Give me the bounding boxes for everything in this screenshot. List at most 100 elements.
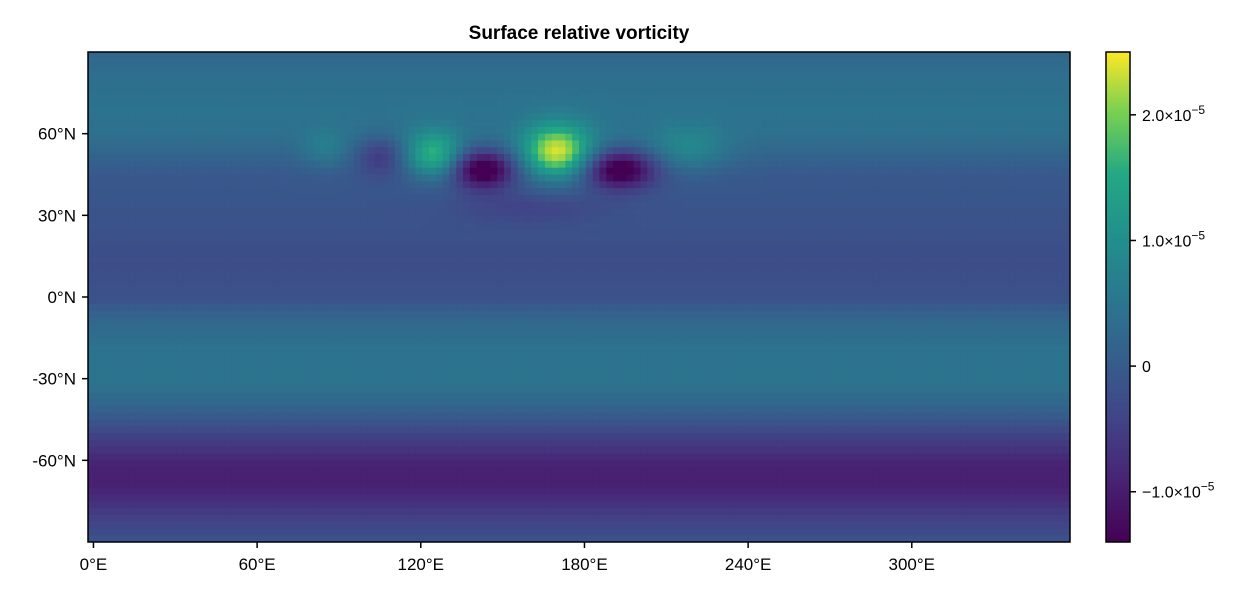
- heatmap-cell: [428, 79, 437, 87]
- heatmap-cell: [442, 72, 451, 80]
- heatmap-cell: [947, 256, 955, 264]
- heatmap-cell: [640, 79, 648, 87]
- heatmap-cell: [585, 215, 594, 223]
- heatmap-cell: [1022, 208, 1030, 216]
- heatmap-cell: [763, 167, 771, 176]
- heatmap-cell: [156, 228, 164, 237]
- heatmap-cell: [1042, 147, 1051, 155]
- heatmap-cell: [735, 72, 744, 80]
- heatmap-cell: [797, 174, 805, 182]
- heatmap-cell: [388, 222, 396, 230]
- heatmap-cell: [517, 154, 526, 162]
- heatmap-cell: [858, 276, 867, 284]
- heatmap-cell: [919, 106, 928, 114]
- heatmap-cell: [906, 133, 914, 142]
- heatmap-cell: [892, 181, 901, 189]
- heatmap-cell: [115, 174, 123, 182]
- heatmap-cell: [265, 269, 273, 278]
- heatmap-cell: [292, 133, 300, 142]
- heatmap-cell: [135, 140, 144, 148]
- heatmap-cell: [169, 133, 178, 142]
- heatmap-cell: [810, 256, 819, 264]
- heatmap-cell: [619, 79, 628, 87]
- heatmap-cell: [326, 215, 335, 223]
- heatmap-cell: [613, 92, 621, 101]
- heatmap-cell: [892, 106, 901, 114]
- heatmap-cell: [135, 113, 144, 121]
- heatmap-cell: [142, 86, 150, 94]
- heatmap-cell: [319, 228, 328, 237]
- heatmap-cell: [538, 242, 546, 250]
- heatmap-cell: [258, 256, 266, 264]
- heatmap-cell: [776, 181, 785, 189]
- heatmap-cell: [272, 79, 280, 87]
- heatmap-cell: [749, 276, 757, 284]
- heatmap-cell: [1022, 58, 1030, 67]
- heatmap-cell: [340, 228, 348, 237]
- heatmap-cell: [435, 106, 444, 114]
- heatmap-cell: [176, 140, 185, 148]
- heatmap-cell: [510, 283, 519, 291]
- heatmap-cell: [640, 126, 648, 135]
- heatmap-cell: [701, 242, 710, 250]
- heatmap-cell: [265, 113, 273, 121]
- heatmap-cell: [769, 181, 778, 189]
- heatmap-cell: [149, 194, 157, 203]
- heatmap-cell: [619, 228, 628, 237]
- heatmap-cell: [238, 242, 246, 250]
- heatmap-cell: [272, 235, 280, 244]
- heatmap-cell: [1022, 249, 1030, 257]
- heatmap-cell: [783, 235, 791, 244]
- heatmap-cell: [538, 181, 546, 189]
- heatmap-cell: [919, 147, 928, 155]
- heatmap-cell: [156, 86, 164, 94]
- heatmap-cell: [483, 147, 491, 155]
- heatmap-cell: [258, 174, 266, 182]
- heatmap-cell: [974, 58, 982, 67]
- heatmap-cell: [1049, 262, 1057, 271]
- heatmap-cell: [340, 52, 348, 60]
- heatmap-cell: [544, 174, 553, 182]
- heatmap-cell: [831, 262, 839, 271]
- heatmap-cell: [681, 72, 689, 80]
- heatmap-cell: [1035, 140, 1044, 148]
- heatmap-cell: [565, 262, 573, 271]
- heatmap-cell: [790, 140, 798, 148]
- heatmap-cell: [210, 86, 219, 94]
- heatmap-cell: [340, 106, 348, 114]
- heatmap-cell: [94, 283, 103, 291]
- heatmap-cell: [626, 160, 635, 169]
- heatmap-cell: [101, 58, 110, 67]
- heatmap-cell: [585, 167, 594, 176]
- heatmap-cell: [163, 222, 171, 230]
- heatmap-cell: [183, 58, 191, 67]
- heatmap-cell: [531, 126, 539, 135]
- heatmap-cell: [851, 72, 860, 80]
- heatmap-cell: [688, 174, 696, 182]
- heatmap-cell: [531, 167, 539, 176]
- heatmap-cell: [919, 256, 928, 264]
- heatmap-cell: [940, 228, 948, 237]
- heatmap-cell: [210, 167, 219, 176]
- heatmap-cell: [790, 126, 798, 135]
- heatmap-cell: [1056, 65, 1064, 74]
- heatmap-cell: [435, 235, 444, 244]
- heatmap-cell: [238, 256, 246, 264]
- heatmap-cell: [810, 188, 819, 196]
- heatmap-cell: [244, 99, 253, 108]
- heatmap-cell: [708, 126, 716, 135]
- heatmap-cell: [783, 106, 791, 114]
- heatmap-cell: [210, 194, 219, 203]
- heatmap-cell: [619, 147, 628, 155]
- heatmap-cell: [838, 113, 846, 121]
- heatmap-cell: [654, 249, 662, 257]
- heatmap-cell: [374, 188, 382, 196]
- heatmap-cell: [1042, 269, 1051, 278]
- heatmap-cell: [1001, 194, 1010, 203]
- heatmap-cell: [353, 269, 362, 278]
- heatmap-cell: [572, 276, 580, 284]
- heatmap-cell: [135, 65, 144, 74]
- heatmap-cell: [176, 154, 185, 162]
- heatmap-cell: [626, 242, 635, 250]
- heatmap-cell: [108, 215, 116, 223]
